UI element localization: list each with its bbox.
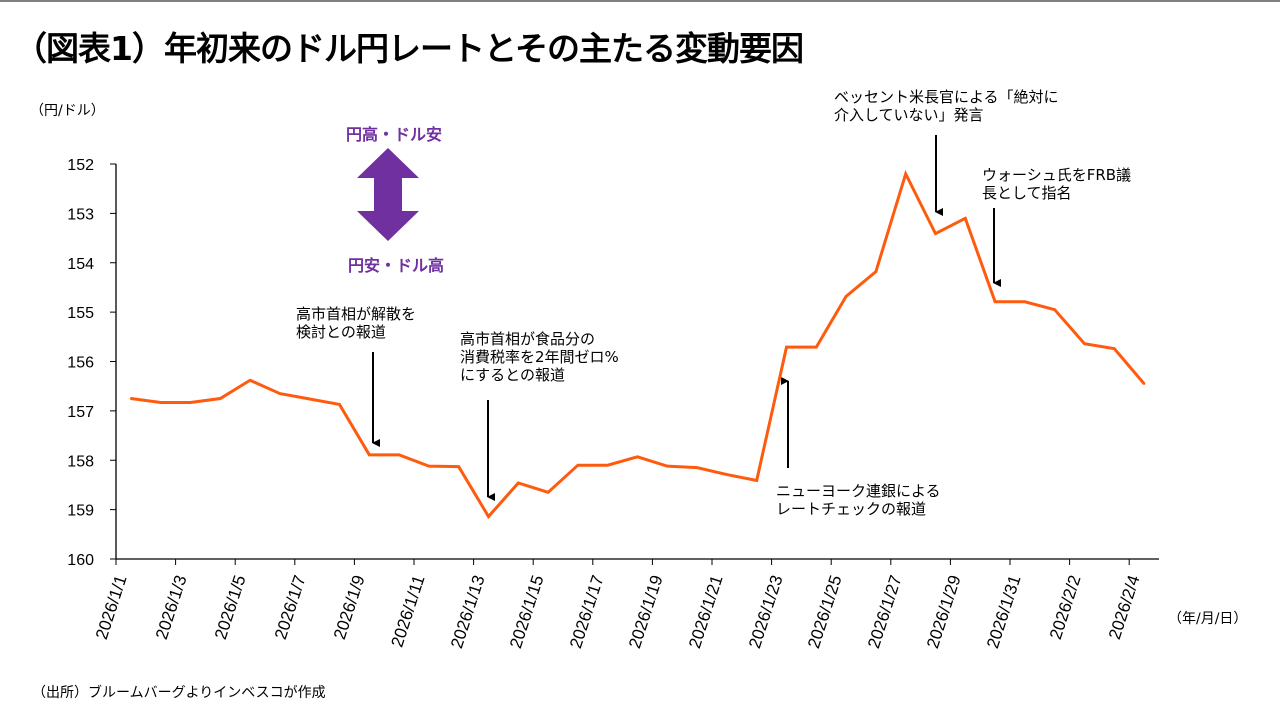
- top-border: [0, 0, 1280, 2]
- data-point: [993, 300, 997, 303]
- data-point: [725, 473, 729, 476]
- data-point: [695, 466, 699, 469]
- annotation-bessent: ベッセント米長官による「絶対に 介入していない」発言: [834, 88, 1059, 124]
- data-point: [159, 401, 162, 404]
- data-point: [278, 392, 282, 395]
- data-point: [427, 464, 431, 468]
- annotation-warsh: ウォーシュ氏をFRB議 長として指名: [982, 166, 1132, 202]
- data-point: [546, 491, 550, 494]
- data-point: [1113, 347, 1116, 350]
- data-point: [487, 515, 490, 518]
- data-point: [308, 397, 311, 401]
- data-point: [606, 463, 609, 467]
- source-note: （出所）ブルームバーグよりインベスコが作成: [32, 685, 326, 701]
- data-point: [1053, 308, 1056, 311]
- annotation-dissolution: 高市首相が解散を 検討との報道: [296, 305, 417, 341]
- data-point: [964, 217, 967, 220]
- page-title: （図表1）年初来のドル円レートとその主たる変動要因: [14, 29, 804, 68]
- data-point: [368, 453, 371, 457]
- data-point: [338, 403, 341, 406]
- data-point: [248, 379, 252, 382]
- data-point: [457, 465, 460, 468]
- data-point: [904, 172, 907, 176]
- data-point: [1083, 342, 1086, 345]
- y-tick-label: 158: [67, 453, 94, 470]
- y-tick-label: 160: [67, 552, 94, 569]
- data-point: [666, 464, 669, 468]
- data-point: [874, 270, 878, 273]
- usdjpy-line: [130, 169, 1146, 520]
- data-point: [785, 345, 788, 349]
- data-point: [576, 463, 580, 467]
- y-tick-label: 152: [67, 157, 94, 174]
- data-point: [397, 453, 401, 457]
- y-axis-unit: （円/ドル）: [30, 103, 105, 119]
- yen-strong-label: 円高・ドル安: [346, 125, 443, 144]
- yen-weak-label: 円安・ドル高: [348, 256, 445, 275]
- y-tick-label: 153: [67, 206, 94, 223]
- direction-double-arrow-icon: [357, 148, 419, 241]
- data-point: [219, 397, 222, 400]
- annotation-consumption-tax: 高市首相が食品分の 消費税率を2年間ゼロ% にするとの報道: [460, 330, 619, 384]
- y-tick-label: 155: [67, 305, 94, 322]
- y-tick-label: 156: [67, 355, 94, 372]
- annotation-rate-check: ニューヨーク連銀による レートチェックの報道: [776, 482, 941, 518]
- y-tick-label: 154: [67, 256, 94, 273]
- y-tick-label: 159: [67, 503, 94, 520]
- data-point: [1023, 300, 1027, 303]
- y-tick-label: 157: [67, 404, 94, 421]
- data-point: [934, 232, 937, 235]
- data-point: [755, 479, 758, 482]
- data-point: [844, 295, 848, 298]
- data-point: [1142, 382, 1146, 385]
- data-point: [636, 455, 639, 458]
- data-point: [517, 481, 520, 485]
- data-point: [129, 397, 133, 400]
- data-point: [815, 345, 818, 349]
- x-axis-unit: （年/月/日）: [1168, 611, 1248, 627]
- data-point: [189, 401, 192, 404]
